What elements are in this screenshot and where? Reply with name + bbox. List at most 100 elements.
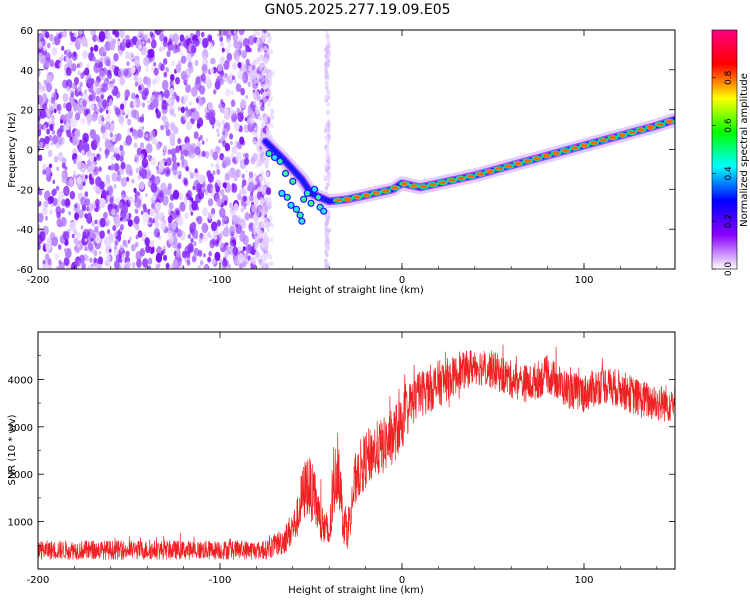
noise-cell	[136, 259, 142, 268]
frequency-ridge	[258, 112, 675, 225]
noise-cell	[119, 144, 124, 152]
noise-cell	[45, 31, 50, 39]
noise-cell	[92, 34, 98, 42]
noise-cell	[93, 156, 97, 162]
noise-cell	[182, 250, 187, 259]
noise-cell	[61, 45, 65, 51]
ridge-blob-peak	[618, 133, 626, 137]
noise-cell	[237, 245, 242, 252]
noise-cell	[148, 217, 153, 223]
noise-cell	[94, 79, 100, 87]
noise-cell	[153, 61, 157, 67]
ridge-blob-peak	[514, 161, 522, 166]
noise-cell	[259, 160, 263, 167]
ridge-blob-peak	[505, 164, 513, 168]
noise-cell	[42, 169, 46, 175]
noise-cell	[38, 212, 44, 223]
noise-cell	[99, 217, 106, 228]
noise-cell	[268, 215, 273, 221]
noise-cell	[56, 265, 60, 269]
ridge-blob-peak	[647, 125, 655, 130]
noise-cell	[46, 237, 52, 245]
noise-cell	[51, 236, 59, 247]
noise-cell	[117, 170, 120, 176]
noise-cell	[60, 119, 63, 124]
noise-cell	[61, 176, 67, 184]
noise-cell	[106, 239, 112, 248]
noise-cell	[165, 67, 169, 73]
ridge-blob-peak	[391, 186, 399, 190]
noise-cell	[85, 174, 88, 179]
noise-cell	[194, 146, 201, 156]
noise-cell	[205, 137, 209, 143]
noise-cell	[237, 62, 242, 69]
noise-cell	[115, 153, 121, 161]
ridge-blob-peak	[628, 130, 636, 135]
noise-cell	[142, 214, 149, 224]
noise-cell	[254, 197, 259, 203]
noise-cell	[260, 222, 265, 229]
noise-cell	[326, 182, 330, 188]
snr-series-line	[38, 344, 675, 560]
noise-cell	[224, 172, 230, 181]
noise-cell	[99, 107, 103, 114]
noise-cell	[325, 238, 330, 244]
ridge-blob-peak	[344, 197, 352, 201]
noise-cell	[222, 258, 228, 267]
noise-cell	[50, 106, 54, 112]
noise-cell	[324, 135, 328, 141]
noise-cell	[270, 108, 274, 114]
noise-cell	[193, 180, 200, 191]
noise-cell	[256, 225, 261, 231]
snr-ytick-label: 1000	[8, 518, 33, 529]
noise-cell	[256, 211, 260, 218]
noise-cell	[89, 103, 95, 111]
noise-cell	[210, 221, 218, 232]
ridge-blob-peak	[590, 141, 598, 145]
noise-cell	[265, 171, 270, 177]
noise-cell	[244, 212, 250, 221]
noise-cell	[326, 216, 330, 221]
noise-cell	[229, 225, 236, 235]
noise-cell	[53, 108, 57, 114]
noise-cell	[131, 178, 135, 184]
noise-cell	[93, 257, 97, 263]
snr-ylabel: SNR (10 * v/v)	[7, 414, 18, 485]
noise-cell	[186, 259, 191, 266]
onset-blob	[272, 155, 277, 160]
noise-cell	[255, 41, 260, 47]
noise-cell	[259, 65, 263, 72]
noise-cell	[97, 263, 103, 269]
noise-cell	[48, 116, 55, 127]
colorbar-label: Normalized spectral amplitude	[739, 73, 750, 227]
noise-cell	[93, 62, 100, 74]
noise-cell	[163, 58, 168, 65]
noise-cell	[172, 161, 178, 171]
noise-cell	[269, 49, 274, 55]
noise-cell	[149, 208, 155, 217]
ridge-blob-peak	[467, 174, 475, 179]
noise-cell	[82, 99, 87, 107]
noise-cell	[125, 250, 130, 258]
noise-cell	[69, 190, 76, 200]
noise-cell	[132, 109, 140, 120]
noise-cell	[258, 101, 263, 107]
noise-cell	[241, 50, 247, 59]
noise-cell	[166, 149, 171, 156]
noise-cell	[264, 114, 268, 120]
noise-cell	[261, 30, 265, 37]
noise-cell	[190, 238, 194, 243]
noise-cell	[65, 66, 72, 76]
noise-cell	[117, 218, 121, 223]
noise-cell	[131, 244, 136, 252]
noise-cell	[49, 209, 53, 215]
noise-cell	[254, 140, 258, 146]
noise-cell	[137, 175, 141, 180]
noise-cell	[218, 139, 221, 144]
noise-cell	[55, 185, 60, 191]
ridge-blob-peak	[495, 166, 503, 171]
onset-blob	[294, 206, 299, 212]
noise-cell	[189, 172, 194, 180]
ridge-blob-peak	[448, 178, 456, 183]
noise-cell	[155, 30, 162, 36]
